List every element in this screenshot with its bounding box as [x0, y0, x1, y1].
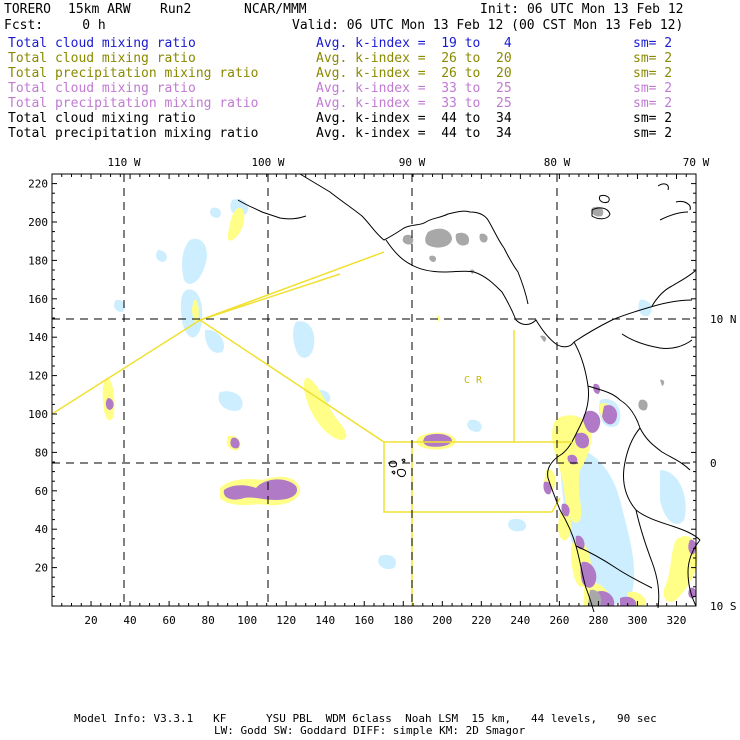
- model-name: TORERO: [4, 2, 51, 17]
- region-outlines: [51, 251, 572, 606]
- y-tick-label: 220: [28, 178, 48, 191]
- legend-k-index: Avg. k-index = 33 to 25: [316, 81, 512, 96]
- legend-field-name: Total precipitation mixing ratio: [8, 126, 259, 141]
- x-tick-label: 40: [123, 614, 136, 627]
- legend-smoothing: sm= 2: [633, 36, 673, 51]
- cloud-shading: [102, 199, 699, 606]
- legend-field-name: Total cloud mixing ratio: [8, 36, 196, 51]
- legend-k-index: Avg. k-index = 26 to 20: [316, 66, 512, 81]
- legend-k-index: Avg. k-index = 19 to 4: [316, 36, 512, 51]
- y-tick-label: 200: [28, 216, 48, 229]
- latitude-label: 10 S: [710, 600, 737, 613]
- longitude-label: 100 W: [251, 156, 284, 169]
- x-tick-label: 200: [432, 614, 452, 627]
- y-tick-label: 60: [35, 485, 48, 498]
- latlon-grid: [52, 174, 696, 606]
- x-tick-label: 320: [667, 614, 687, 627]
- legend-field-name: Total precipitation mixing ratio: [8, 66, 259, 81]
- legend-row: Total precipitation mixing ratio Avg. k-i…: [8, 126, 738, 141]
- legend-smoothing: sm= 2: [633, 111, 673, 126]
- legend-field-name: Total cloud mixing ratio: [8, 111, 196, 126]
- y-tick-label: 180: [28, 254, 48, 267]
- y-tick-label: 80: [35, 446, 48, 459]
- legend-row: Total precipitation mixing ratio Avg. k-i…: [8, 66, 738, 81]
- legend-smoothing: sm= 2: [633, 126, 673, 141]
- longitude-label: 80 W: [544, 156, 571, 169]
- longitude-label: 110 W: [107, 156, 140, 169]
- legend-field-name: Total cloud mixing ratio: [8, 81, 196, 96]
- y-tick-label: 120: [28, 370, 48, 383]
- x-tick-label: 280: [588, 614, 608, 627]
- x-tick-label: 140: [315, 614, 335, 627]
- legend-k-index: Avg. k-index = 26 to 20: [316, 51, 512, 66]
- legend-smoothing: sm= 2: [633, 96, 673, 111]
- x-tick-label: 300: [628, 614, 648, 627]
- legend-smoothing: sm= 2: [633, 66, 673, 81]
- x-tick-label: 100: [237, 614, 257, 627]
- model-resolution: 15km ARW: [68, 2, 131, 17]
- x-tick-label: 120: [276, 614, 296, 627]
- y-tick-label: 40: [35, 523, 48, 536]
- y-tick-label: 140: [28, 331, 48, 344]
- legend-k-index: Avg. k-index = 44 to 34: [316, 126, 512, 141]
- legend-smoothing: sm= 2: [633, 51, 673, 66]
- legend-row: Total cloud mixing ratio Avg. k-index = 4…: [8, 111, 738, 126]
- legend-row: Total cloud mixing ratio Avg. k-index = 2…: [8, 51, 738, 66]
- x-tick-label: 180: [393, 614, 413, 627]
- latitude-label: 0: [710, 457, 717, 470]
- org-label: NCAR/MMM: [244, 2, 307, 17]
- x-tick-label: 160: [354, 614, 374, 627]
- legend-k-index: Avg. k-index = 33 to 25: [316, 96, 512, 111]
- run-label: Run2: [160, 2, 192, 17]
- forecast-map: 20 40 60 80 100 120 140 160 180 200 220 240 260 280 30…: [28, 156, 737, 627]
- x-tick-label: 80: [201, 614, 214, 627]
- physics-info: LW: Godd SW: Goddard DIFF: simple KM: 2D…: [214, 724, 526, 737]
- legend-row: Total cloud mixing ratio Avg. k-index = 3…: [8, 81, 738, 96]
- x-tick-label: 240: [510, 614, 530, 627]
- region-label: C R: [464, 375, 483, 386]
- longitude-label: 90 W: [399, 156, 426, 169]
- legend-row: Total cloud mixing ratio Avg. k-index = 1…: [8, 36, 738, 51]
- model-info: Model Info: V3.3.1 KF YSU PBL WDM 6class…: [74, 712, 657, 725]
- init-time: Init: 06 UTC Mon 13 Feb 12: [480, 2, 684, 17]
- y-tick-label: 160: [28, 293, 48, 306]
- valid-time: Valid: 06 UTC Mon 13 Feb 12 (00 CST Mon …: [292, 18, 684, 33]
- legend-field-name: Total cloud mixing ratio: [8, 51, 196, 66]
- legend-k-index: Avg. k-index = 44 to 34: [316, 111, 512, 126]
- y-tick-label: 100: [28, 408, 48, 421]
- x-tick-label: 220: [471, 614, 491, 627]
- legend-field-name: Total precipitation mixing ratio: [8, 96, 259, 111]
- latitude-label: 10 N: [710, 313, 737, 326]
- coastlines: [237, 173, 701, 613]
- forecast-hour: Fcst: 0 h: [4, 18, 106, 33]
- x-tick-label: 60: [162, 614, 175, 627]
- y-tick-label: 20: [35, 562, 48, 575]
- legend-row: Total precipitation mixing ratio Avg. k-i…: [8, 96, 738, 111]
- longitude-label: 70 W: [683, 156, 710, 169]
- x-tick-label: 260: [549, 614, 569, 627]
- x-tick-label: 20: [84, 614, 97, 627]
- legend-smoothing: sm= 2: [633, 81, 673, 96]
